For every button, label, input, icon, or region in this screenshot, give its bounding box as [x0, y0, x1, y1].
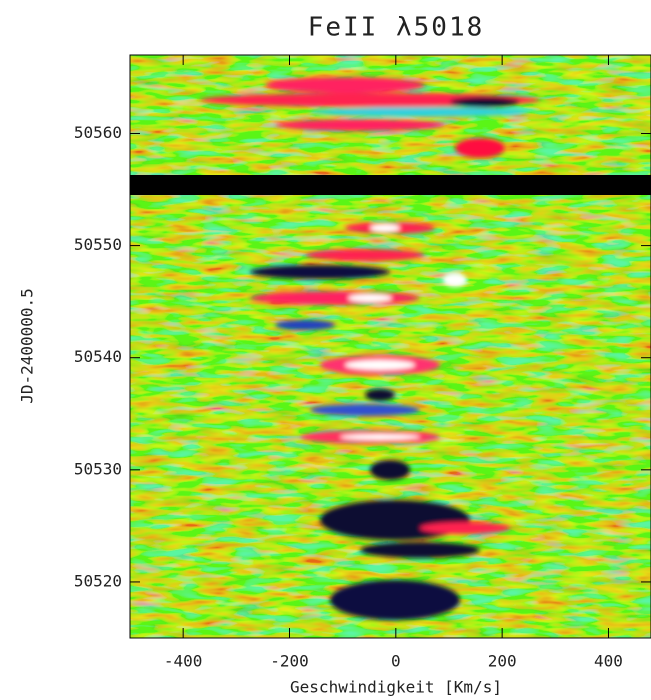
- chart-title: FeII λ5018: [308, 13, 485, 43]
- y-tick-label: 50550: [74, 235, 122, 254]
- x-tick-label: -400: [164, 652, 203, 671]
- heatmap: [130, 55, 651, 638]
- x-tick-label: 400: [594, 652, 623, 671]
- y-tick-label: 50530: [74, 459, 122, 478]
- plot-frame: [129, 54, 651, 639]
- data-gap: [130, 175, 651, 195]
- x-axis-label: Geschwindigkeit [Km/s]: [290, 678, 502, 697]
- y-tick-label: 50540: [74, 347, 122, 366]
- y-tick-label: 50520: [74, 571, 122, 590]
- x-tick-label: 0: [391, 652, 401, 671]
- x-tick-label: -200: [270, 652, 309, 671]
- y-tick-label: 50560: [74, 123, 122, 142]
- y-axis-label: JD-2400000.5: [18, 288, 37, 404]
- x-tick-label: 200: [488, 652, 517, 671]
